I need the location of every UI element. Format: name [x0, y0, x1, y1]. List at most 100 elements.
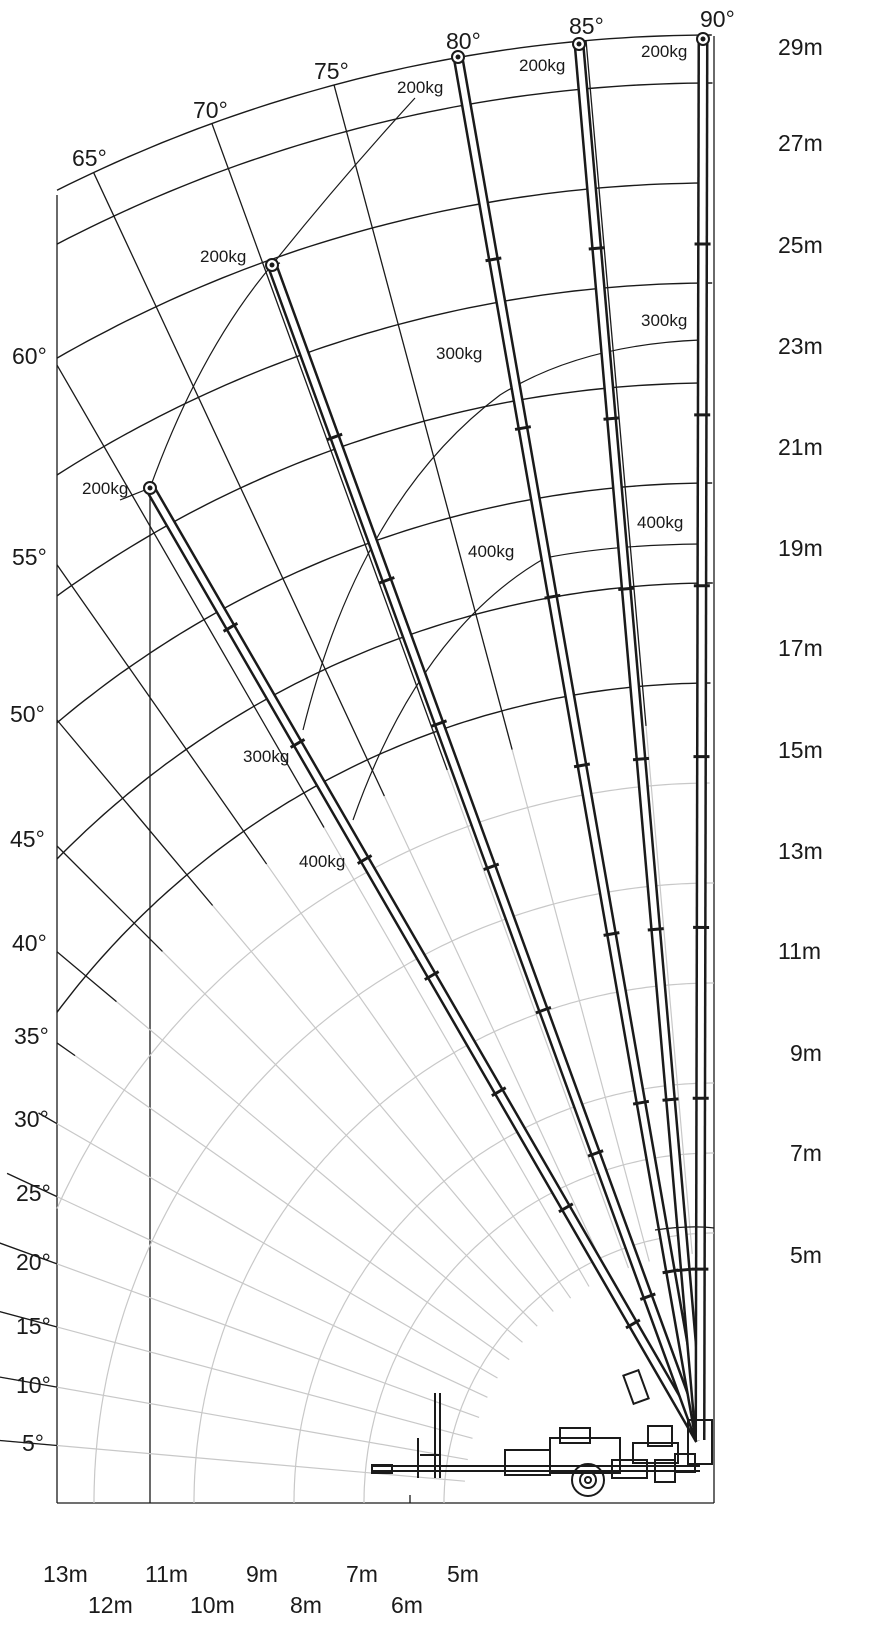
grid-ray [0, 1439, 58, 1447]
height-label-27m: 27m [778, 130, 823, 156]
grid-ray [56, 951, 117, 1003]
grid-ray-light [383, 795, 609, 1277]
angle-label-5: 5° [22, 1430, 44, 1456]
grid-ray [0, 1242, 58, 1265]
boom-base-section [654, 1226, 715, 1231]
grid-ray-light [212, 905, 554, 1312]
grid-arc [56, 682, 711, 1013]
grid-ray [56, 364, 325, 828]
load-label-300kg-90: 300kg [641, 311, 687, 330]
grid-arc [56, 34, 712, 191]
angle-label-75: 75° [314, 58, 349, 84]
load-label-200kg-85: 200kg [519, 56, 565, 75]
height-label-7m: 7m [790, 1140, 822, 1166]
grid-ray [211, 123, 448, 771]
height-label-17m: 17m [778, 635, 823, 661]
outreach-label-7m: 7m [346, 1561, 378, 1587]
load-label-400kg-70: 400kg [299, 852, 345, 871]
grid-ray [56, 719, 214, 906]
angle-label-85: 85° [569, 13, 604, 39]
height-label-23m: 23m [778, 333, 823, 359]
grid-ray [0, 1311, 58, 1328]
grid-ray-light [0, 1439, 466, 1482]
angle-label-50: 50° [10, 701, 45, 727]
height-label-29m: 29m [778, 34, 823, 60]
grid-arc-light [56, 782, 710, 1209]
boom-90° [692, 32, 711, 1441]
height-label-19m: 19m [778, 535, 823, 561]
grid-ray-light [116, 1001, 523, 1343]
height-label-5m: 5m [790, 1242, 822, 1268]
boom-85° [572, 37, 706, 1441]
grid-ray-light [266, 863, 572, 1299]
grid-ray [38, 1112, 58, 1125]
angle-label-70: 70° [193, 97, 228, 123]
angle-label-20: 20° [16, 1249, 51, 1275]
grid-ray-light [323, 827, 590, 1287]
grid-ray [56, 564, 268, 865]
boom-75° [265, 258, 706, 1442]
angle-label-35: 35° [14, 1023, 49, 1049]
grid-ray-light [645, 725, 693, 1255]
grid-ray-light [162, 951, 538, 1327]
angle-label-65: 65° [72, 145, 107, 171]
load-label-300kg-85: 300kg [436, 344, 482, 363]
height-label-15m: 15m [778, 737, 823, 763]
angle-label-40: 40° [12, 930, 47, 956]
angle-label-45: 45° [10, 826, 45, 852]
boom-80° [451, 50, 706, 1441]
grid-ray [56, 845, 163, 952]
angle-label-60: 60° [12, 343, 47, 369]
grid-ray [6, 1172, 58, 1198]
grid-ray [333, 84, 513, 750]
grid-ray-light [74, 1055, 510, 1361]
height-label-13m: 13m [778, 838, 823, 864]
load-label-200kg-70: 200kg [82, 479, 128, 498]
grid-ray [93, 172, 385, 797]
load-label-200kg-75: 200kg [200, 247, 246, 266]
angle-label-55: 55° [12, 544, 47, 570]
grid-ray-light [38, 1112, 498, 1379]
grid-ray-light [511, 749, 650, 1262]
grid-arc [56, 582, 713, 860]
outreach-label-11m: 11m [145, 1561, 188, 1587]
grid-ray-light [6, 1172, 488, 1398]
grid-ray-light [0, 1311, 473, 1439]
outreach-label-5m: 5m [447, 1561, 479, 1587]
outreach-label-9m: 9m [246, 1561, 278, 1587]
height-label-21m: 21m [778, 434, 823, 460]
angle-label-25: 25° [16, 1180, 51, 1206]
load-label-400kg-85: 400kg [468, 542, 514, 561]
boom-positions [143, 32, 715, 1443]
load-curve [302, 339, 701, 731]
grid-ray-light [446, 769, 630, 1269]
load-curve [352, 543, 701, 821]
envelope-grid [0, 34, 714, 1503]
grid-ray [0, 1376, 58, 1388]
angle-label-30: 30° [14, 1106, 49, 1132]
outreach-label-13m: 13m [43, 1561, 88, 1587]
angle-label-80: 80° [446, 28, 481, 54]
outreach-label-12m: 12m [88, 1592, 133, 1618]
height-label-9m: 9m [790, 1040, 822, 1066]
boom-70° [143, 481, 705, 1443]
load-label-400kg-90: 400kg [637, 513, 683, 532]
angle-label-10: 10° [16, 1372, 51, 1398]
height-label-11m: 11m [778, 938, 821, 964]
grid-ray-light [0, 1376, 468, 1461]
grid-arc [56, 482, 713, 724]
trailer-lift-machine [371, 1368, 713, 1497]
load-label-200kg-80: 200kg [397, 78, 443, 97]
angle-label-15: 15° [16, 1313, 51, 1339]
grid-ray [585, 40, 647, 727]
load-label-300kg-70: 300kg [243, 747, 289, 766]
outreach-label-6m: 6m [391, 1592, 423, 1618]
height-label-25m: 25m [778, 232, 823, 258]
grid-ray [56, 1042, 76, 1057]
outreach-label-10m: 10m [190, 1592, 235, 1618]
load-label-200kg-90: 200kg [641, 42, 687, 61]
outreach-label-8m: 8m [290, 1592, 322, 1618]
grid-arc [56, 82, 713, 245]
grid-ray-light [0, 1242, 480, 1419]
